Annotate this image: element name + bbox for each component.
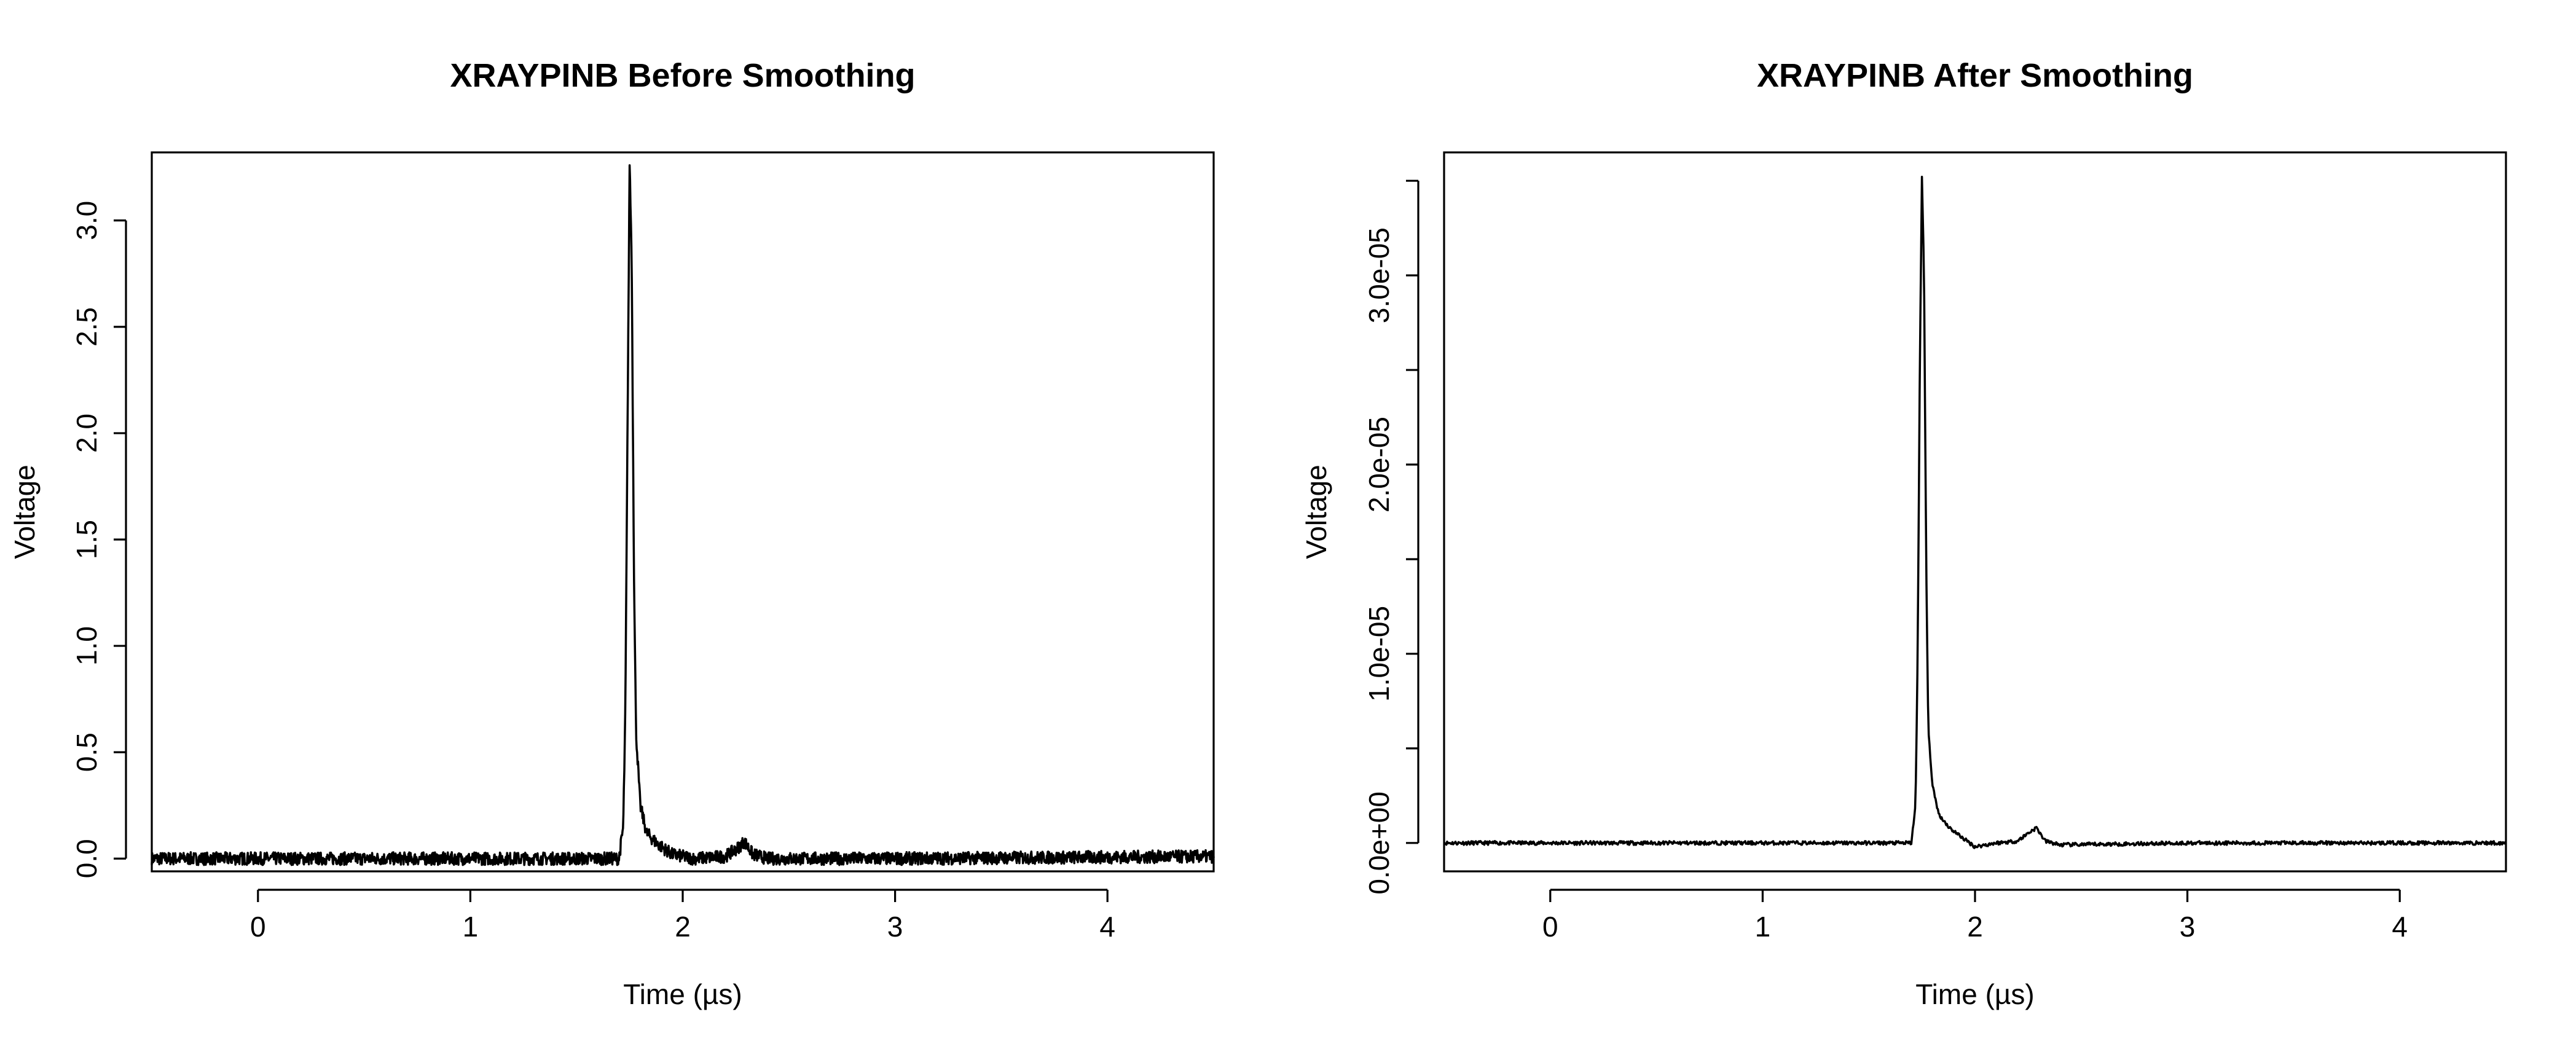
x-axis-label: Time (µs) xyxy=(1915,978,2034,1010)
x-tick-label: 0 xyxy=(1542,911,1558,943)
y-tick-label: 0.5 xyxy=(71,732,103,772)
x-tick-label: 1 xyxy=(463,911,479,943)
x-tick-label: 3 xyxy=(2180,911,2196,943)
y-tick-label: 1.0e-05 xyxy=(1363,606,1395,702)
x-tick-label: 4 xyxy=(1099,911,1115,943)
y-tick-label: 3.0e-05 xyxy=(1363,227,1395,323)
x-tick-label: 1 xyxy=(1755,911,1771,943)
y-axis-label: Voltage xyxy=(9,465,41,559)
line-series-before-smoothing xyxy=(151,164,1215,866)
y-tick-label: 0.0e+00 xyxy=(1363,791,1395,895)
x-tick-label: 0 xyxy=(250,911,266,943)
line-series-after-smoothing xyxy=(1443,175,2507,849)
chart-title: XRAYPINB After Smoothing xyxy=(1757,57,2193,94)
plot-frame xyxy=(1443,151,2507,873)
y-tick-label: 3.0 xyxy=(71,201,103,240)
y-tick-label: 2.0 xyxy=(71,414,103,453)
y-tick-label: 1.5 xyxy=(71,520,103,559)
plot-frame xyxy=(151,151,1215,873)
x-tick-label: 2 xyxy=(1967,911,1983,943)
axes: 0 1 2 3 4 0.0 0.5 1.0 1.5 2.0 2.5 3.0 xyxy=(71,201,1115,943)
chart-title: XRAYPINB Before Smoothing xyxy=(450,57,915,94)
y-tick-label: 1.0 xyxy=(71,626,103,665)
x-tick-label: 4 xyxy=(2392,911,2408,943)
chart-before-smoothing: XRAYPINB Before Smoothing 0 1 2 3 4 0.0 0.5 1.0… xyxy=(9,57,1215,1010)
axes: 0 1 2 3 4 0.0e+00 1.0e-05 2.0e-05 3.0e-05 xyxy=(1363,179,2408,943)
y-tick-label: 2.5 xyxy=(71,307,103,347)
x-axis-label: Time (µs) xyxy=(623,978,742,1010)
y-axis-label: Voltage xyxy=(1300,465,1332,559)
y-tick-label: 2.0e-05 xyxy=(1363,417,1395,512)
chart-after-smoothing: XRAYPINB After Smoothing 0 1 2 3 4 0.0e+00 1.0… xyxy=(1300,57,2507,1010)
x-tick-label: 2 xyxy=(675,911,691,943)
y-tick-label: 0.0 xyxy=(71,839,103,878)
x-tick-label: 3 xyxy=(887,911,903,943)
